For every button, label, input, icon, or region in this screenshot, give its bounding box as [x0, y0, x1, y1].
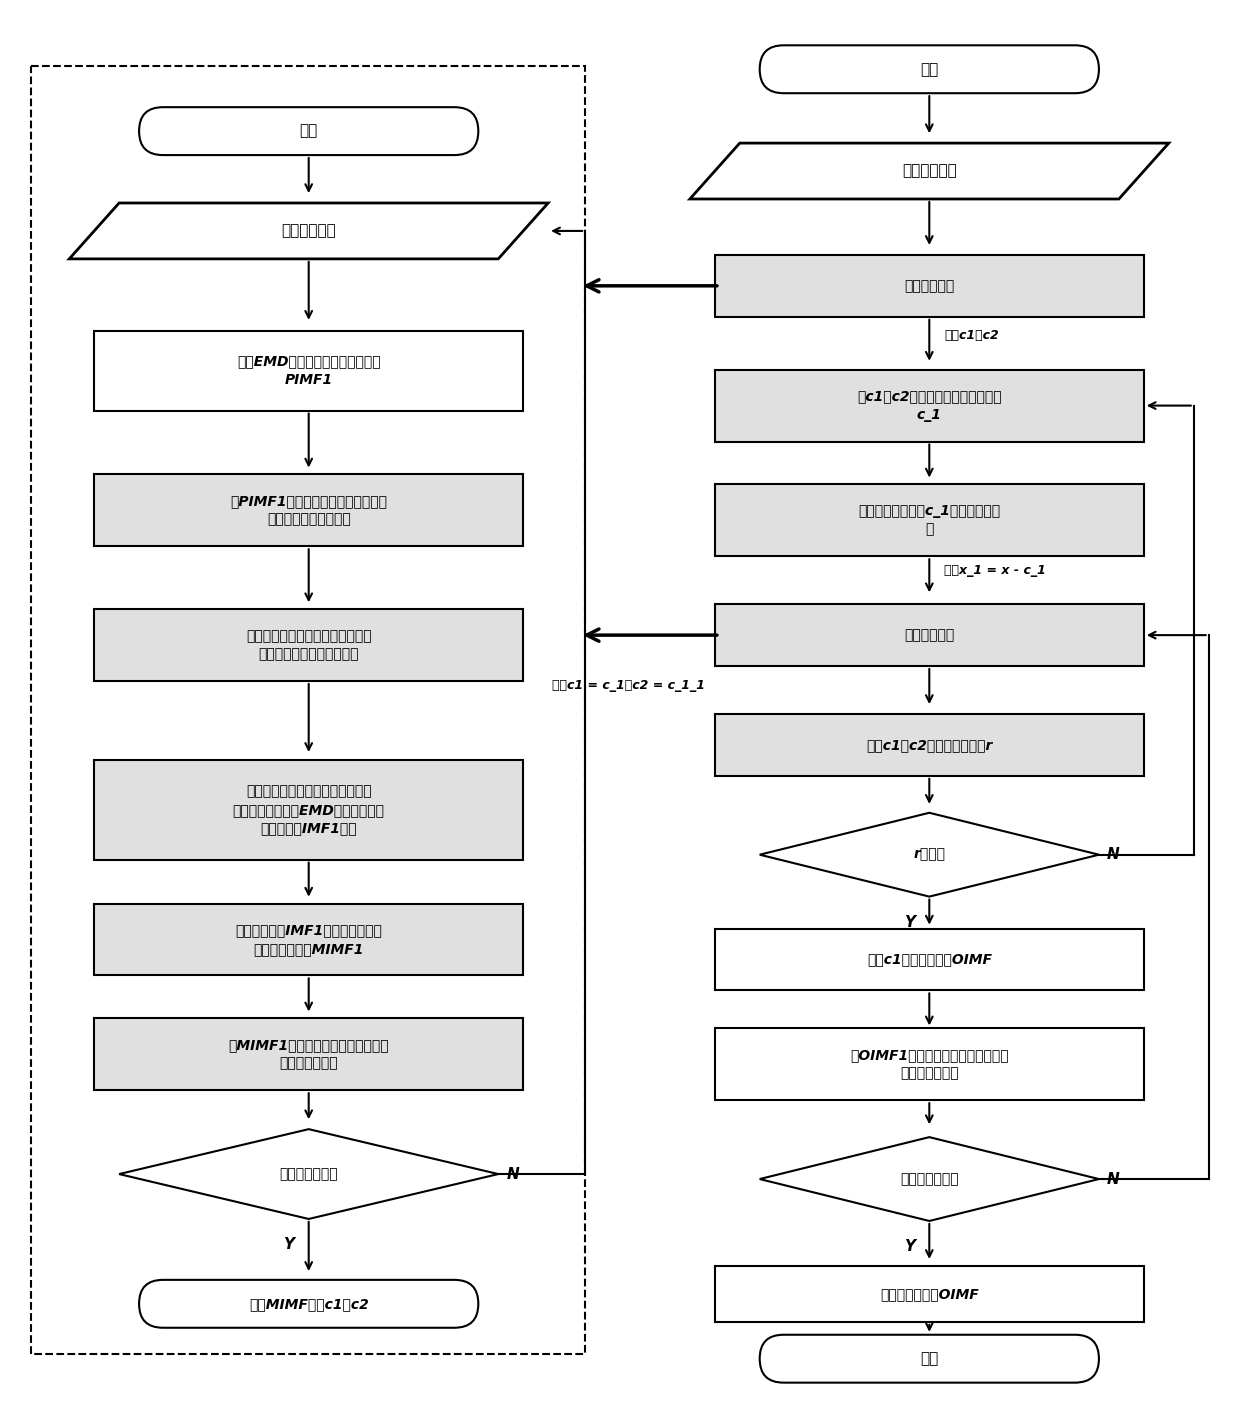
Text: 将MIMF1从初始信号中去除，得到下
一个分解的信号: 将MIMF1从初始信号中去除，得到下 一个分解的信号 [228, 1038, 389, 1070]
Text: 结束: 结束 [920, 1351, 939, 1366]
Text: 输出c1 = c_1与c2 = c_1_1: 输出c1 = c_1与c2 = c_1_1 [552, 678, 704, 692]
Bar [714, 715, 1143, 776]
Text: 得到若干个最优OIMF: 得到若干个最优OIMF [880, 1288, 978, 1300]
Text: 残余分量收敛？: 残余分量收敛？ [900, 1173, 959, 1187]
Text: 输出MIMF分量c1和c2: 输出MIMF分量c1和c2 [249, 1297, 368, 1311]
Bar [714, 485, 1143, 556]
Bar [714, 604, 1143, 665]
Text: 利用EMD对初始信号进行分解得到
PIMF1: 利用EMD对初始信号进行分解得到 PIMF1 [237, 354, 381, 387]
FancyBboxPatch shape [139, 1281, 479, 1328]
Text: 计算c1和c2之间的相关系数r: 计算c1和c2之间的相关系数r [866, 738, 992, 752]
Text: 输入初始信号: 输入初始信号 [901, 164, 957, 178]
Text: Y: Y [904, 915, 915, 930]
Polygon shape [689, 143, 1169, 199]
Text: Y: Y [283, 1237, 294, 1252]
Text: 对PIMF1进行希尔伯特变换，计算出
其瞬时频率与瞬时幅值: 对PIMF1进行希尔伯特变换，计算出 其瞬时频率与瞬时幅值 [231, 495, 387, 527]
Text: 残余分量收敛？: 残余分量收敛？ [279, 1167, 339, 1181]
Text: 从初始信号中添加掩蔽信号，得到
新的信号，再利用EMD对新信号进行
分解，得到IMF1分量: 从初始信号中添加掩蔽信号，得到 新的信号，再利用EMD对新信号进行 分解，得到I… [233, 785, 384, 835]
Text: 利用瞬时频率与瞬时幅值求得掩蔽
信号的频率，构造掩蔽信号: 利用瞬时频率与瞬时幅值求得掩蔽 信号的频率，构造掩蔽信号 [246, 629, 372, 661]
Polygon shape [760, 1138, 1099, 1220]
Text: 开始: 开始 [920, 62, 939, 77]
Text: Y: Y [904, 1238, 915, 1254]
Text: 开始: 开始 [300, 123, 317, 139]
Bar [94, 904, 523, 975]
Bar [31, 66, 585, 1353]
Text: N: N [506, 1167, 520, 1181]
Polygon shape [119, 1129, 498, 1219]
Text: 掩蔽信号处理: 掩蔽信号处理 [904, 628, 955, 642]
Text: 将OIMF1从初始信号中去除，得到下
一个分解的信号: 将OIMF1从初始信号中去除，得到下 一个分解的信号 [849, 1048, 1008, 1080]
Text: N: N [1107, 1171, 1120, 1187]
Text: 从初始信号中去除c_1，得到新的信
号: 从初始信号中去除c_1，得到新的信 号 [858, 504, 1001, 537]
Bar [94, 1019, 523, 1090]
Text: 输入x_1 = x - c_1: 输入x_1 = x - c_1 [945, 563, 1047, 577]
FancyBboxPatch shape [760, 1335, 1099, 1383]
Bar [714, 255, 1143, 317]
Text: 对c1和c2进行相关系数处理，得到
c_1: 对c1和c2进行相关系数处理，得到 c_1 [857, 389, 1002, 422]
Bar [714, 1267, 1143, 1321]
Text: r＜阈值: r＜阈值 [914, 848, 945, 862]
Bar [94, 759, 523, 860]
FancyBboxPatch shape [760, 45, 1099, 94]
Bar [714, 1028, 1143, 1100]
Bar [714, 370, 1143, 441]
FancyBboxPatch shape [139, 108, 479, 156]
Text: 输出c1与c2: 输出c1与c2 [945, 329, 999, 342]
Text: 确定c1为第一个最优OIMF: 确定c1为第一个最优OIMF [867, 953, 992, 967]
Polygon shape [69, 203, 548, 259]
Bar [94, 475, 523, 546]
Text: 将掩蔽信号从IMF1中去除，得到去
除掩蔽信号分量MIMF1: 将掩蔽信号从IMF1中去除，得到去 除掩蔽信号分量MIMF1 [236, 923, 382, 955]
Text: 输入初始信号: 输入初始信号 [281, 223, 336, 238]
Polygon shape [760, 813, 1099, 897]
Bar [714, 929, 1143, 991]
Text: N: N [1107, 848, 1120, 862]
Bar [94, 609, 523, 681]
Text: 掩蔽信号处理: 掩蔽信号处理 [904, 279, 955, 293]
Bar [94, 331, 523, 410]
